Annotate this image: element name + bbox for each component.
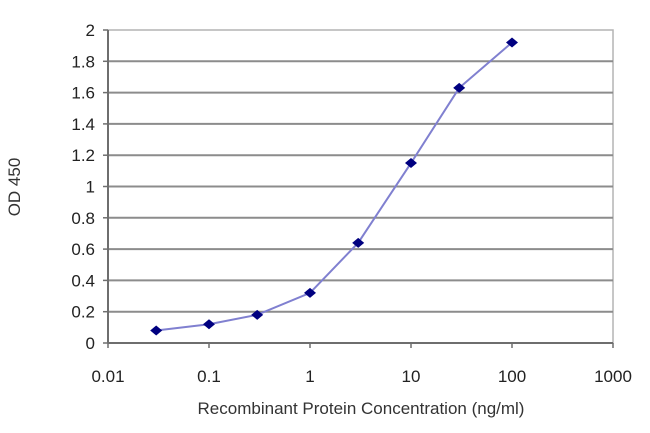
y-tick-label: 1.8 — [71, 52, 95, 71]
y-tick-label: 0 — [86, 334, 95, 353]
data-point-marker — [405, 158, 417, 169]
y-tick-label: 1.6 — [71, 84, 95, 103]
data-point-marker — [304, 287, 316, 298]
data-point-marker — [203, 319, 215, 330]
data-series — [150, 37, 518, 336]
x-tick-label: 1 — [305, 367, 314, 386]
y-tick-label: 2 — [86, 21, 95, 40]
y-axis-ticks: 0 0.2 0.4 0.6 0.8 1 1.2 1.4 1.6 1.8 2 — [71, 21, 108, 353]
y-tick-label: 0.2 — [71, 303, 95, 322]
data-point-marker — [453, 82, 466, 93]
x-axis-label: Recombinant Protein Concentration (ng/ml… — [198, 399, 525, 418]
y-tick-label: 0.8 — [71, 209, 95, 228]
y-tick-label: 0.6 — [71, 240, 95, 259]
y-axis-label: OD 450 — [5, 158, 24, 217]
data-point-marker — [352, 237, 365, 248]
x-tick-label: 100 — [498, 367, 526, 386]
y-tick-label: 1.2 — [71, 146, 95, 165]
x-tick-label: 0.1 — [197, 367, 221, 386]
x-tick-label: 10 — [402, 367, 421, 386]
y-tick-label: 1.4 — [71, 115, 95, 134]
x-tick-label: 0.01 — [91, 367, 124, 386]
data-point-marker — [150, 325, 163, 336]
y-tick-label: 1 — [86, 178, 95, 197]
x-tick-label: 1000 — [594, 367, 632, 386]
x-axis-ticks: 0.01 0.1 1 10 100 1000 — [91, 343, 632, 386]
data-point-marker — [506, 37, 518, 48]
y-tick-label: 0.4 — [71, 271, 95, 290]
data-point-marker — [251, 309, 264, 320]
